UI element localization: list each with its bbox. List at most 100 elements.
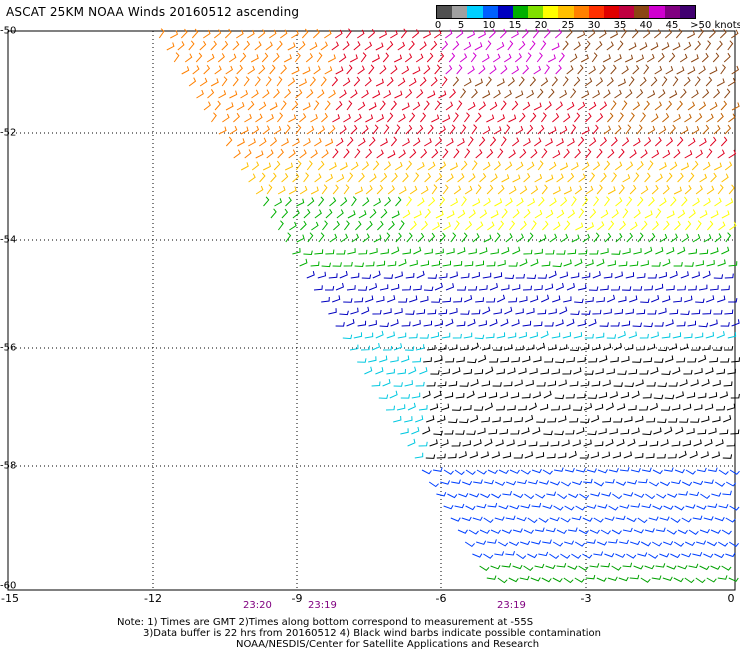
note-line-3: NOAA/NESDIS/Center for Satellite Applica…	[236, 639, 540, 650]
wind-barb	[248, 173, 256, 183]
wind-barb	[358, 172, 365, 183]
wind-barb	[535, 493, 546, 499]
wind-barb	[667, 493, 678, 498]
wind-barb	[556, 563, 567, 568]
wind-barb	[615, 553, 626, 558]
wind-barb	[708, 28, 716, 39]
wind-barb	[669, 271, 678, 279]
wind-barb	[602, 343, 612, 351]
wind-barb	[283, 54, 292, 63]
wind-barb	[630, 221, 638, 231]
wind-barb	[615, 481, 627, 486]
wind-barb	[240, 126, 249, 135]
wind-barb	[713, 162, 722, 171]
wind-barb	[557, 452, 567, 459]
wind-barb	[314, 249, 324, 255]
wind-barb	[662, 149, 671, 159]
wind-barb	[665, 100, 673, 111]
wind-barb	[339, 125, 347, 135]
wind-barb	[527, 553, 538, 559]
wind-barb	[704, 403, 714, 411]
wind-barb	[379, 322, 389, 328]
wind-barb	[493, 89, 501, 99]
wind-barb	[225, 136, 233, 147]
wind-barb	[490, 529, 501, 534]
wind-barb	[377, 220, 384, 231]
wind-barb	[258, 64, 266, 75]
wind-barb	[412, 66, 421, 75]
wind-barb	[449, 162, 458, 171]
wind-barb	[651, 294, 660, 303]
wind-barb	[552, 577, 563, 583]
wind-barb	[637, 517, 648, 524]
wind-barb	[438, 90, 447, 99]
wind-barb	[640, 577, 651, 583]
wind-barb	[622, 174, 631, 183]
wind-barb	[666, 210, 675, 219]
wind-barb	[299, 113, 307, 123]
wind-barb	[683, 369, 693, 375]
wind-barb	[624, 416, 633, 423]
wind-barb	[701, 415, 710, 423]
wind-barb	[449, 124, 456, 135]
wind-barb	[577, 101, 586, 111]
wind-barb	[480, 451, 489, 459]
wind-barb	[608, 468, 619, 473]
wind-barb	[555, 319, 564, 327]
wind-barb	[289, 221, 297, 231]
lat-label: -60	[0, 580, 17, 592]
wind-barb	[285, 196, 292, 207]
wind-barb	[292, 173, 300, 183]
wind-barb	[706, 148, 713, 159]
wind-barb	[440, 403, 450, 411]
wind-barb	[452, 333, 462, 339]
wind-barb	[281, 138, 289, 147]
wind-barb	[542, 469, 553, 475]
colorbar-swatch	[603, 6, 620, 18]
wind-barb	[255, 185, 264, 195]
wind-barb	[718, 503, 729, 509]
wind-barb	[206, 53, 215, 63]
wind-barb	[505, 551, 515, 556]
wind-barb	[650, 331, 659, 339]
wind-barb	[629, 261, 639, 267]
wind-barb	[563, 577, 574, 584]
wind-barb	[554, 29, 562, 39]
wind-barb	[483, 553, 494, 559]
wind-barb	[503, 344, 513, 351]
wind-barb	[652, 469, 663, 475]
wind-barb	[720, 100, 728, 111]
wind-barb	[583, 478, 593, 484]
wind-barb	[430, 370, 440, 375]
wind-barb	[615, 197, 623, 207]
wind-barb	[523, 529, 534, 534]
wind-barb	[584, 40, 591, 51]
wind-barb	[505, 233, 513, 243]
wind-barb	[188, 77, 197, 87]
wind-barb	[574, 577, 585, 583]
wind-barb	[444, 392, 454, 399]
wind-barb	[317, 89, 325, 99]
wind-barb	[560, 481, 572, 487]
wind-barb	[676, 136, 684, 147]
wind-barb	[411, 426, 420, 435]
wind-barb	[670, 517, 681, 523]
wind-barb	[625, 272, 635, 279]
wind-barb	[547, 380, 556, 387]
wind-barb	[325, 173, 334, 183]
wind-barb	[591, 344, 601, 351]
wind-barb	[655, 208, 662, 219]
wind-barb	[431, 114, 440, 123]
wind-barb	[388, 220, 395, 231]
wind-barb	[393, 343, 403, 351]
wind-barb	[446, 173, 454, 183]
wind-barb	[380, 248, 389, 255]
wind-barb	[360, 345, 370, 351]
wind-barb	[589, 563, 600, 568]
wind-barb	[615, 515, 626, 521]
wind-barb	[376, 149, 384, 159]
wind-barb	[652, 505, 663, 510]
wind-barb	[650, 76, 658, 87]
wind-barb	[659, 233, 668, 243]
wind-barb	[407, 438, 416, 447]
